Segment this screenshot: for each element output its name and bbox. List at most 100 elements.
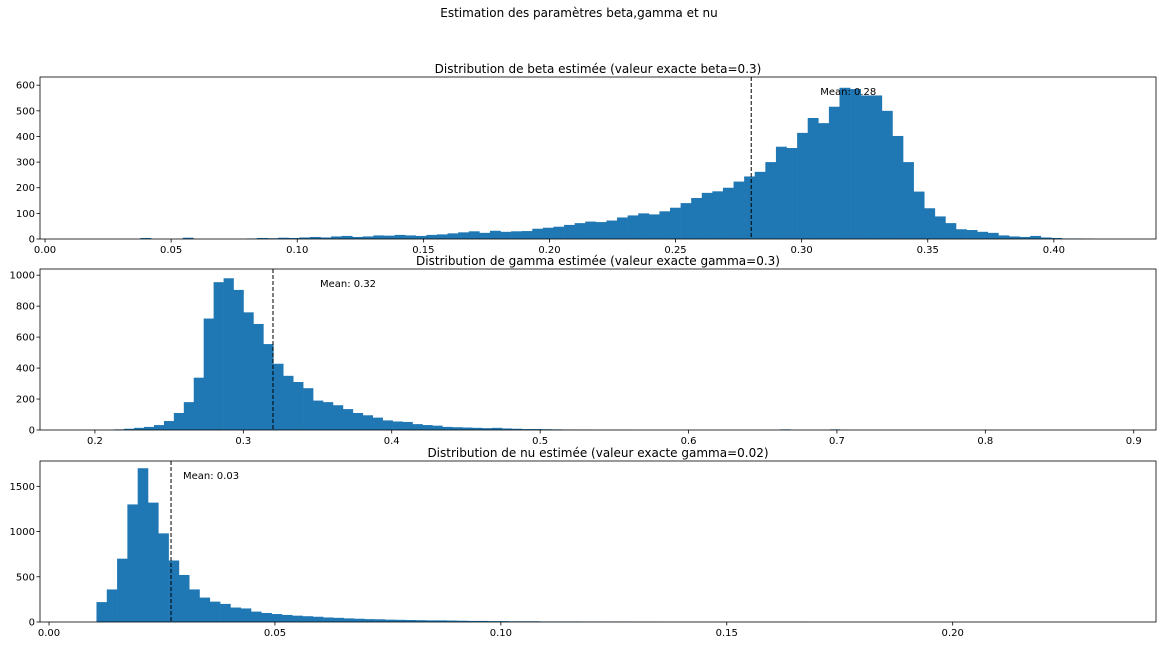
histogram-bar (977, 231, 989, 239)
x-tick-label: 0.30 (791, 245, 813, 256)
y-tick-label: 1000 (10, 527, 35, 538)
histogram-bar (457, 620, 468, 622)
histogram-bar (924, 208, 936, 239)
histogram-bar (754, 171, 766, 239)
histogram-bar (412, 424, 423, 430)
axes-frame (39, 460, 1157, 623)
histogram-bar (595, 222, 607, 239)
histogram-bar (402, 421, 413, 430)
axes-frame (39, 76, 1157, 240)
histogram-bar (263, 344, 274, 430)
histogram-bar (281, 614, 293, 622)
histogram-bar (415, 235, 427, 239)
x-tick-label: 0.25 (664, 245, 686, 256)
histogram-bar (452, 427, 463, 430)
x-tick-label: 0.2 (87, 436, 103, 447)
histogram-bar (934, 216, 946, 239)
histogram-bar (472, 427, 483, 430)
histogram-bar (712, 191, 724, 239)
x-tick-label: 0.00 (34, 245, 56, 256)
histogram-bar (733, 181, 745, 239)
histogram-bar (140, 237, 152, 239)
y-tick-label: 200 (16, 395, 35, 406)
histogram-bar (372, 417, 383, 430)
x-tick-label: 0.6 (681, 436, 697, 447)
y-tick-label: 600 (16, 333, 35, 344)
histogram-bar (96, 602, 108, 622)
histogram-bar (987, 232, 999, 239)
histogram-bar (352, 412, 364, 430)
histogram-bar (701, 192, 713, 239)
histogram-bar (392, 421, 403, 430)
histogram-bar (860, 95, 872, 240)
histogram-bar (292, 615, 303, 622)
histogram-bar (553, 226, 565, 239)
histogram-bar (302, 616, 314, 622)
x-tick-label: 0.9 (1126, 436, 1142, 447)
histogram-bar (945, 223, 957, 239)
panel-gamma: Distribution de gamma estimée (valeur ex… (10, 254, 1157, 447)
histogram-bar (839, 87, 851, 240)
histogram-bar (1030, 235, 1042, 239)
mean-annotation: Mean: 0.32 (320, 279, 376, 290)
histogram-bar (173, 412, 185, 430)
figure-suptitle: Estimation des paramètres beta,gamma et … (440, 6, 717, 20)
histogram-bar (362, 236, 374, 239)
y-tick-label: 500 (16, 106, 35, 117)
x-tick-label: 0.05 (160, 245, 182, 256)
histogram-bar (606, 220, 618, 239)
histogram-bar (364, 619, 375, 622)
histogram-bar (273, 363, 284, 430)
histogram-bar (117, 558, 128, 622)
histogram-bar (511, 428, 523, 430)
y-tick-label: 400 (16, 132, 35, 143)
histogram-bar (405, 620, 417, 622)
histogram-bar (818, 123, 830, 239)
histogram-bar (189, 589, 200, 622)
histogram-bar (240, 608, 252, 622)
mean-annotation: Mean: 0.28 (820, 87, 876, 98)
histogram-bar (500, 231, 512, 239)
histogram-bar (446, 620, 458, 622)
histogram-bar (691, 197, 703, 239)
histogram-bar (521, 231, 533, 239)
x-tick-label: 0.35 (917, 245, 939, 256)
histogram-bar (144, 426, 155, 430)
x-tick-label: 0.05 (264, 628, 286, 639)
histogram-bar (477, 620, 489, 622)
histogram-bar (1008, 236, 1020, 239)
histogram-bar (299, 237, 311, 239)
y-tick-label: 200 (16, 183, 35, 194)
histogram-bar (158, 533, 169, 622)
histogram-bar (243, 312, 254, 430)
y-tick-label: 500 (16, 572, 35, 583)
histogram-bar (765, 162, 777, 239)
histogram-bar (320, 237, 332, 239)
histogram-bar (458, 232, 470, 239)
y-tick-label: 1500 (10, 482, 35, 493)
histogram-bar (199, 597, 211, 622)
histogram-bar (178, 574, 190, 622)
histogram-bar (182, 237, 194, 239)
x-tick-label: 0.5 (532, 436, 548, 447)
histogram-bar (1019, 236, 1031, 239)
histogram-bar (426, 234, 438, 239)
x-tick-label: 0.10 (490, 628, 512, 639)
histogram-bar (288, 237, 300, 239)
histogram-bar (137, 468, 149, 622)
histogram-bar (230, 607, 241, 622)
histogram-bar (447, 233, 459, 239)
histogram-bar (395, 619, 406, 622)
histogram-bar (303, 388, 314, 430)
panel-nu: Distribution de nu estimée (valeur exact… (10, 446, 1157, 639)
histogram-bar (147, 502, 159, 622)
histogram-bar (168, 560, 180, 622)
histogram-bar (261, 612, 272, 622)
histogram-bar (489, 230, 501, 239)
histogram-bar (638, 213, 650, 239)
histogram-bar (220, 603, 231, 622)
histogram-bar (511, 231, 523, 239)
histogram-bar (312, 616, 324, 622)
histogram-bar (384, 619, 396, 622)
histogram-bar (892, 135, 904, 239)
